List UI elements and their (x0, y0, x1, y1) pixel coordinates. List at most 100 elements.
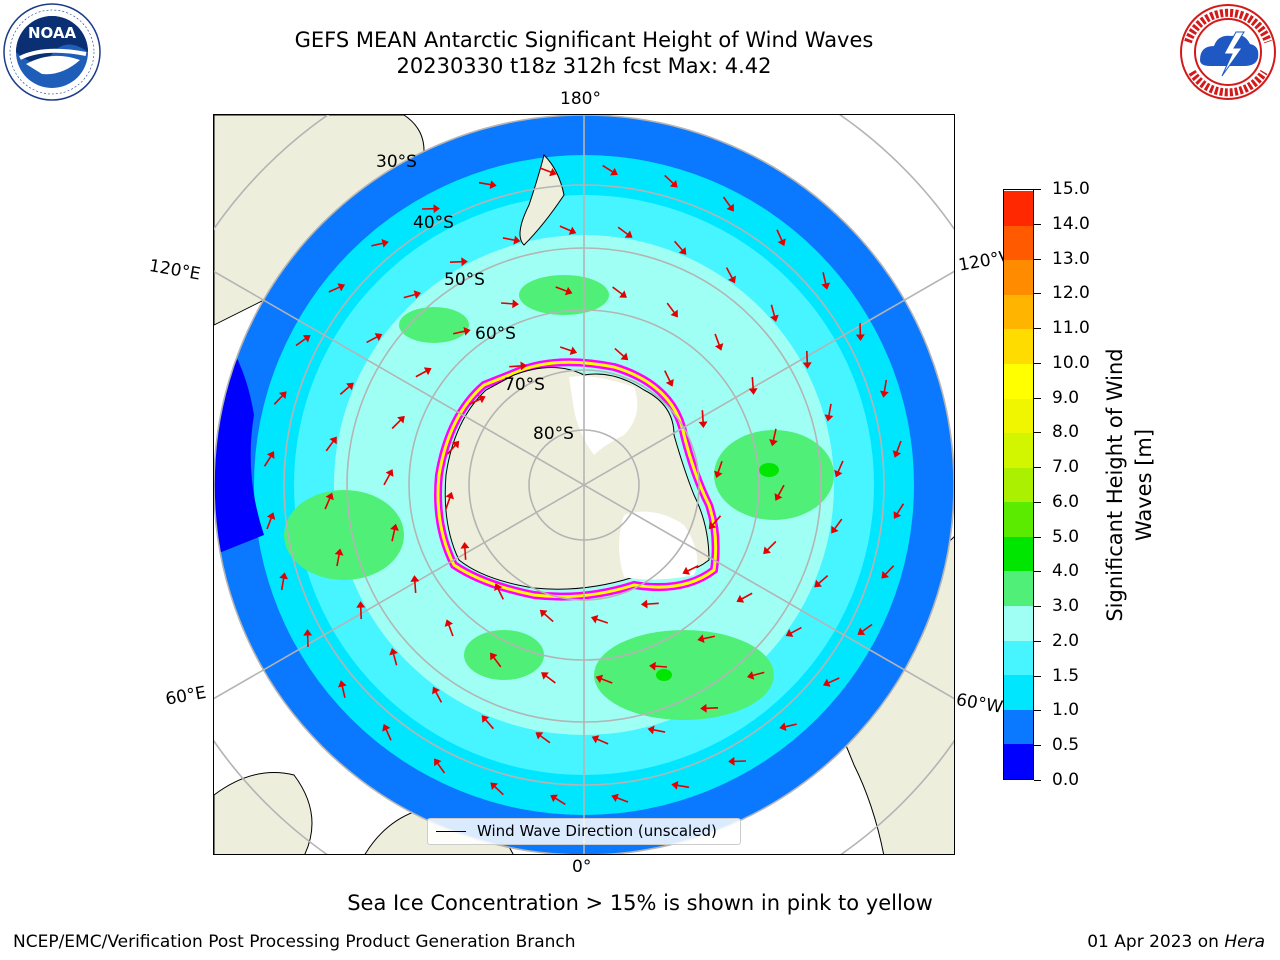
wave-direction-arrow (751, 376, 754, 390)
wave-direction-arrow (478, 181, 491, 186)
wave-direction-arrowhead (278, 391, 287, 400)
wave-direction-arrowhead (678, 247, 687, 255)
wave-direction-arrowhead (381, 238, 389, 248)
wave-direction-arrowhead (266, 512, 276, 520)
wave-direction-arrowhead (346, 382, 354, 391)
colorbar-segment (1004, 570, 1033, 607)
wave-direction-arrow (654, 665, 667, 668)
lon-label-60e: 60°E (164, 682, 208, 710)
wave-direction-arrow (501, 302, 514, 305)
wave-direction-arrowhead (337, 680, 347, 688)
wave-direction-arrow (559, 225, 572, 232)
wave-direction-arrowhead (356, 601, 366, 608)
wave-direction-arrow (725, 267, 733, 279)
wave-direction-arrowhead (595, 674, 604, 684)
wave-direction-arrowhead (389, 648, 398, 656)
colorbar-tick-label: 6.0 (1052, 491, 1080, 512)
wave-direction-arrow (687, 565, 699, 572)
wave-direction-arrowhead (670, 309, 678, 318)
footer-run-date: 01 Apr 2023 on Hera (1087, 932, 1265, 952)
wave-direction-arrowhead (736, 594, 745, 603)
colorbar-tick (1034, 780, 1041, 781)
wave-direction-arrow (341, 685, 346, 698)
wave-direction-arrowhead (477, 395, 486, 404)
map-plot-area (213, 114, 955, 855)
wave-direction-arrowhead (302, 335, 311, 343)
colorbar-segment (1004, 294, 1033, 330)
wave-direction-arrow (784, 723, 797, 728)
map-title: GEFS MEAN Antarctic Significant Height o… (294, 28, 874, 52)
colorbar-tick-label: 10.0 (1052, 352, 1090, 373)
colorbar-tick-label: 2.0 (1052, 630, 1080, 651)
lat-label-40s: 40°S (413, 213, 454, 233)
wave-direction-arrowhead (726, 203, 734, 212)
sea-ice-caption: Sea Ice Concentration > 15% is shown in … (347, 891, 933, 915)
wave-direction-arrow (263, 455, 272, 467)
wave-direction-arrow (339, 385, 350, 395)
colorbar-tick-label: 14.0 (1052, 213, 1090, 234)
wave-direction-arrowhead (624, 230, 633, 238)
wave-direction-arrow (497, 588, 504, 600)
colorbar-tick (1034, 501, 1041, 503)
lon-label-60w: 60°W (954, 690, 1005, 718)
wave-direction-arrowhead (774, 493, 783, 501)
wave-direction-arrowhead (489, 180, 497, 190)
wave-direction-arrow (677, 784, 690, 789)
wave-direction-arrowhead (665, 378, 674, 387)
wave-direction-arrow (596, 738, 609, 745)
wave-direction-arrowhead (460, 541, 470, 549)
wave-direction-arrowhead (279, 572, 289, 580)
wave-direction-arrow (702, 635, 716, 640)
colorbar-tick-label: 1.0 (1052, 700, 1080, 721)
wave-direction-arrowhead (748, 388, 758, 395)
wave-direction-arrow (502, 237, 515, 241)
wave-direction-arrowhead (728, 275, 736, 284)
colorbar-tick-label: 4.0 (1052, 561, 1080, 582)
wave-direction-arrowhead (697, 634, 705, 644)
wave-direction-arrow (494, 785, 504, 796)
wave-direction-arrowhead (337, 283, 346, 292)
ross-ice-shelf (569, 376, 638, 455)
wave-direction-arrow (336, 554, 340, 567)
wave-direction-arrowhead (433, 204, 440, 214)
wave-direction-arrowhead (410, 575, 420, 582)
wave-direction-arrowhead (481, 715, 490, 723)
wave-direction-arrow (717, 460, 723, 473)
colorbar-tick (1034, 536, 1041, 538)
wave-direction-arrowhead (770, 314, 779, 322)
wave-direction-arrowhead (535, 732, 544, 740)
wave-direction-arrowhead (374, 333, 383, 341)
wave-direction-arrow (614, 347, 625, 357)
colorbar-segment (1004, 467, 1033, 503)
wave-direction-arrowhead (785, 629, 794, 637)
wave-direction-arrowhead (590, 615, 599, 624)
lat-label-80s: 80°S (533, 424, 574, 444)
wave-direction-arrow (464, 547, 467, 560)
wave-direction-arrowhead (591, 735, 600, 744)
wave-direction-arrow (385, 728, 392, 741)
wave-direction-arrowhead (824, 414, 834, 422)
wave-direction-arrow (436, 762, 446, 774)
wave-direction-arrow (554, 797, 566, 806)
colorbar-segment (1004, 432, 1033, 468)
footer-date: 01 Apr 2023 on (1087, 932, 1219, 952)
wave-direction-arrowhead (831, 525, 839, 534)
legend-label: Wind Wave Direction (unscaled) (477, 822, 717, 840)
wave-direction-arrowhead (490, 782, 499, 791)
wave-direction-arrowhead (539, 609, 548, 618)
national-weather-service-logo (1178, 2, 1278, 102)
wave-direction-arrow (596, 618, 609, 624)
colorbar-tick-label: 13.0 (1052, 248, 1090, 269)
colorbar-segment (1004, 225, 1033, 261)
colorbar-segment (1004, 190, 1033, 226)
wave-direction-arrowhead (520, 361, 528, 371)
wave-direction-arrowhead (432, 686, 440, 695)
colorbar-tick (1034, 189, 1041, 190)
colorbar-tick-label: 9.0 (1052, 387, 1080, 408)
wave-direction-arrow (818, 575, 829, 585)
colorbar-tick (1034, 606, 1041, 608)
wave-direction-arrowhead (769, 439, 778, 447)
wave-direction-arrowhead (669, 179, 678, 188)
wave-direction-arrow (884, 565, 895, 575)
wave-direction-arrowhead (879, 390, 889, 398)
